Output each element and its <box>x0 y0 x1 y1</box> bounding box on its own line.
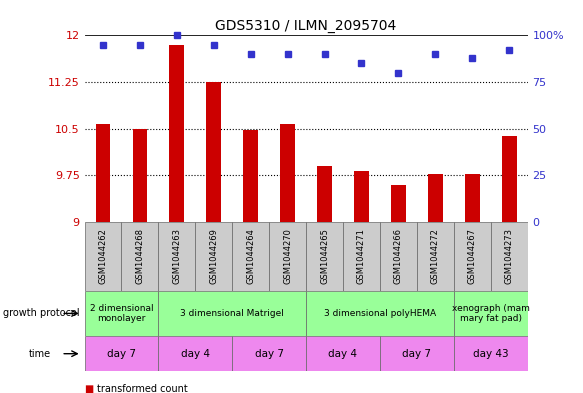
Text: transformed count: transformed count <box>97 384 188 393</box>
Bar <box>232 336 306 371</box>
Bar <box>85 336 159 371</box>
Text: GSM1044268: GSM1044268 <box>135 228 145 285</box>
Bar <box>428 174 442 222</box>
Bar <box>380 222 417 291</box>
Bar <box>85 222 121 291</box>
Bar <box>465 174 480 222</box>
Bar <box>85 291 159 336</box>
Bar <box>454 222 491 291</box>
Bar <box>454 291 528 336</box>
Bar <box>121 222 159 291</box>
Text: day 7: day 7 <box>255 349 284 359</box>
Text: day 7: day 7 <box>402 349 431 359</box>
Bar <box>354 171 369 222</box>
Text: 2 dimensional
monolayer: 2 dimensional monolayer <box>90 304 153 323</box>
Bar <box>417 222 454 291</box>
Text: GSM1044270: GSM1044270 <box>283 228 292 285</box>
Text: GSM1044271: GSM1044271 <box>357 228 366 285</box>
Bar <box>391 185 406 222</box>
Text: xenograph (mam
mary fat pad): xenograph (mam mary fat pad) <box>452 304 529 323</box>
Bar <box>491 222 528 291</box>
Bar <box>317 166 332 222</box>
Bar <box>232 222 269 291</box>
Bar <box>243 130 258 222</box>
Text: GSM1044262: GSM1044262 <box>99 228 107 285</box>
Text: growth protocol: growth protocol <box>3 309 79 318</box>
Title: GDS5310 / ILMN_2095704: GDS5310 / ILMN_2095704 <box>216 19 396 33</box>
Bar <box>306 222 343 291</box>
Bar <box>454 336 528 371</box>
Text: day 7: day 7 <box>107 349 136 359</box>
Text: GSM1044269: GSM1044269 <box>209 228 218 285</box>
Bar <box>132 129 147 222</box>
Text: GSM1044266: GSM1044266 <box>394 228 403 285</box>
Bar <box>159 336 232 371</box>
Bar <box>269 222 306 291</box>
Text: GSM1044264: GSM1044264 <box>246 228 255 285</box>
Text: GSM1044272: GSM1044272 <box>431 228 440 285</box>
Bar <box>159 222 195 291</box>
Text: GSM1044273: GSM1044273 <box>505 228 514 285</box>
Text: GSM1044265: GSM1044265 <box>320 228 329 285</box>
Text: day 43: day 43 <box>473 349 508 359</box>
Bar <box>306 336 380 371</box>
Bar <box>280 124 295 222</box>
Text: ■: ■ <box>85 384 94 393</box>
Text: day 4: day 4 <box>328 349 357 359</box>
Text: GSM1044263: GSM1044263 <box>173 228 181 285</box>
Text: time: time <box>29 349 51 359</box>
Text: GSM1044267: GSM1044267 <box>468 228 477 285</box>
Text: 3 dimensional polyHEMA: 3 dimensional polyHEMA <box>324 309 436 318</box>
Bar <box>306 291 454 336</box>
Bar <box>170 45 184 222</box>
Text: 3 dimensional Matrigel: 3 dimensional Matrigel <box>180 309 284 318</box>
Bar <box>195 222 232 291</box>
Text: day 4: day 4 <box>181 349 210 359</box>
Bar <box>343 222 380 291</box>
Bar <box>206 82 221 222</box>
Bar <box>159 291 306 336</box>
Bar <box>502 136 517 222</box>
Bar <box>96 124 110 222</box>
Bar <box>380 336 454 371</box>
